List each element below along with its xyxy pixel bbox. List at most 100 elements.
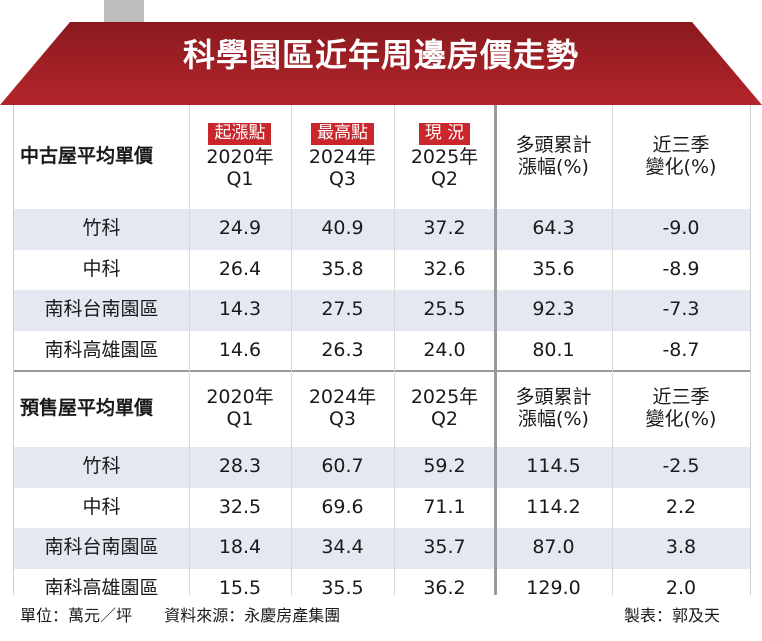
column-header-line2: Q3 [328, 167, 357, 190]
column-header-line2: Q2 [430, 408, 459, 430]
table-cell: 129.0 [526, 576, 581, 599]
column-header: 2025年 Q2 [394, 371, 495, 447]
table-cell: 34.4 [321, 536, 364, 559]
table-cell: 87.0 [532, 536, 575, 559]
column-header-line1: 近三季 [652, 134, 710, 157]
table-cell: 24.9 [218, 217, 262, 240]
column-header-line1: 2024年 [308, 386, 377, 409]
unit-note: 單位：萬元／坪 [20, 606, 133, 625]
table-row: 中科 26.4 35.8 32.6 35.6 -8.9 [14, 250, 750, 291]
column-header-text: 近三季 變化(%) [645, 134, 717, 179]
row-label: 南科台南園區 [44, 536, 159, 559]
row-label: 竹科 [82, 217, 121, 240]
table-cell: -8.7 [662, 338, 700, 361]
column-header-line2: 變化(%) [645, 408, 717, 430]
table-cell: 2.0 [665, 576, 697, 599]
column-divider-bold [494, 105, 497, 609]
period-tag: 起漲點 [208, 123, 272, 145]
table-cell: 35.5 [321, 576, 364, 599]
row-label: 南科高雄園區 [44, 338, 159, 361]
table-cell: 18.4 [218, 536, 262, 559]
table-cell: 35.8 [321, 257, 364, 280]
column-header-line2: 漲幅(%) [518, 156, 589, 178]
column-header: 現 況 2025年 Q2 [394, 105, 495, 209]
column-header-line2: Q1 [226, 167, 254, 190]
source-note: 資料來源：永慶房產集團 [164, 606, 341, 625]
row-label: 中科 [82, 495, 121, 518]
table-cell: 60.7 [321, 455, 364, 478]
column-header-line1: 2025年 [410, 145, 479, 168]
period-tag: 現 況 [418, 123, 471, 145]
section-label: 預售屋平均單價 [20, 397, 154, 420]
column-header-line1: 多頭累計 [515, 134, 592, 157]
table-cell: 92.3 [532, 298, 575, 321]
section-header-row: 中古屋平均單價 起漲點 2020年 Q1 最高點 2024年 Q3 現 況 2025年 Q2 多頭累… [14, 105, 750, 209]
table-row: 南科高雄園區 14.6 26.3 24.0 80.1 -8.7 [14, 331, 750, 372]
table-cell: 14.6 [218, 338, 262, 361]
column-header: 起漲點 2020年 Q1 [189, 105, 291, 209]
row-label: 竹科 [82, 455, 121, 478]
table-cell: 114.2 [526, 495, 581, 518]
column-header-text: 最高點 2024年 Q3 [309, 123, 376, 190]
section-header-row: 預售屋平均單價 2020年 Q1 2024年 Q3 2025年 Q2 多頭累計 漲幅(%) 近三季… [14, 371, 750, 447]
column-divider [394, 105, 395, 609]
table-cell: 32.5 [218, 495, 262, 518]
table-row: 竹科 24.9 40.9 37.2 64.3 -9.0 [14, 209, 750, 250]
column-header-text: 多頭累計 漲幅(%) [515, 134, 592, 179]
column-header-line1: 2020年 [206, 145, 274, 168]
roof-banner [0, 0, 762, 105]
table-cell: 36.2 [423, 576, 466, 599]
row-label: 南科台南園區 [44, 298, 159, 321]
table-row: 中科 32.5 69.6 71.1 114.2 2.2 [14, 488, 750, 529]
table-cell: 2.2 [665, 495, 697, 518]
column-header-text: 近三季 變化(%) [645, 386, 717, 431]
price-table: 中古屋平均單價 起漲點 2020年 Q1 最高點 2024年 Q3 現 況 2025年 Q2 多頭累… [13, 105, 751, 611]
table-cell: 26.3 [321, 338, 364, 361]
credit-note: 製表：郭及天 [623, 606, 720, 625]
column-header-line2: Q1 [226, 408, 254, 430]
column-header-line2: Q2 [430, 167, 459, 190]
table-cell: 28.3 [218, 455, 262, 478]
row-label: 南科高雄園區 [44, 576, 159, 599]
table-cell: 14.3 [218, 298, 262, 321]
table-cell: 35.7 [423, 536, 466, 559]
column-header-line1: 近三季 [652, 386, 710, 409]
column-header: 多頭累計 漲幅(%) [495, 371, 612, 447]
column-header-text: 2020年 Q1 [206, 386, 273, 431]
column-header-text: 現 況 2025年 Q2 [411, 123, 478, 190]
period-tag: 最高點 [310, 123, 374, 145]
column-header: 近三季 變化(%) [612, 371, 750, 447]
row-label: 中科 [82, 257, 121, 280]
table-cell: 27.5 [321, 298, 364, 321]
column-header-text: 2024年 Q3 [308, 386, 377, 431]
table-cell: 26.4 [218, 257, 262, 280]
column-header-line1: 多頭累計 [515, 386, 592, 409]
table-cell: 40.9 [321, 217, 364, 240]
table-cell: -9.0 [662, 217, 700, 240]
table-cell: 32.6 [423, 257, 466, 280]
column-header-text: 多頭累計 漲幅(%) [515, 386, 592, 431]
footer-source: 單位：萬元／坪 資料來源：永慶房產集團 [20, 602, 340, 626]
column-header-line1: 2024年 [308, 145, 377, 168]
table-row: 南科高雄園區 15.5 35.5 36.2 129.0 2.0 [14, 569, 750, 610]
column-header-line2: 漲幅(%) [518, 408, 589, 430]
column-header: 多頭累計 漲幅(%) [495, 105, 612, 209]
table-cell: 24.0 [423, 338, 466, 361]
table-cell: 25.5 [423, 298, 466, 321]
column-header: 近三季 變化(%) [612, 105, 750, 209]
chimney [104, 0, 144, 22]
section-divider [14, 370, 750, 372]
column-divider [189, 105, 190, 609]
table-row: 竹科 28.3 60.7 59.2 114.5 -2.5 [14, 447, 750, 488]
table-cell: -7.3 [662, 298, 700, 321]
table-cell: 59.2 [423, 455, 466, 478]
section-label: 中古屋平均單價 [20, 145, 154, 168]
table-cell: 80.1 [532, 338, 575, 361]
column-header-line1: 2025年 [410, 386, 479, 409]
table-cell: -8.9 [662, 257, 700, 280]
column-header-text: 起漲點 2020年 Q1 [206, 123, 274, 190]
column-header-line2: Q3 [328, 408, 357, 430]
table-cell: 35.6 [532, 257, 575, 280]
column-header-line2: 變化(%) [645, 156, 717, 178]
column-header-text: 2025年 Q2 [410, 386, 479, 431]
